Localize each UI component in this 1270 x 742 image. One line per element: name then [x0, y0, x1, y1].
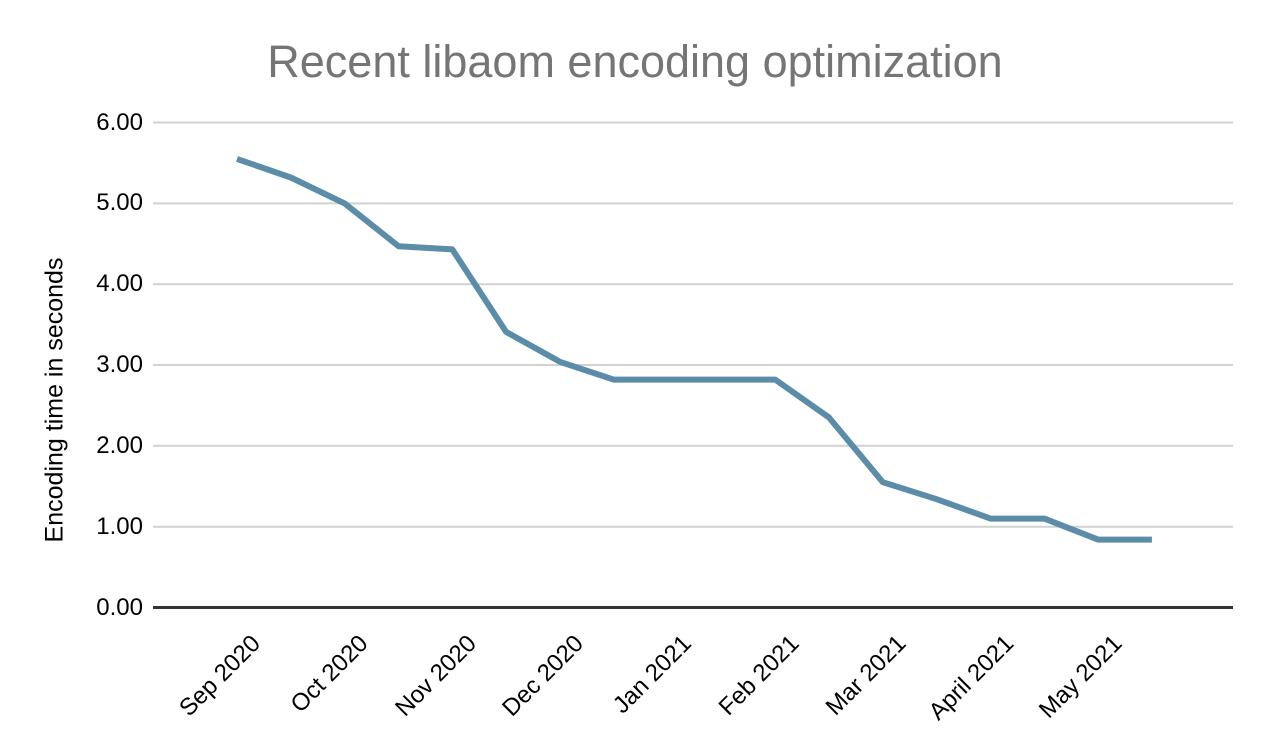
y-tick-label: 4.00 — [96, 270, 143, 298]
y-tick-label: 1.00 — [96, 512, 143, 540]
y-tick-label: 0.00 — [96, 593, 143, 621]
y-tick-label: 2.00 — [96, 431, 143, 459]
chart-title: Recent libaom encoding optimization — [267, 36, 1003, 87]
y-tick-label: 5.00 — [96, 189, 143, 217]
y-tick-label: 6.00 — [96, 108, 143, 136]
y-tick-label: 3.00 — [96, 351, 143, 378]
series-line — [236, 156, 1152, 543]
